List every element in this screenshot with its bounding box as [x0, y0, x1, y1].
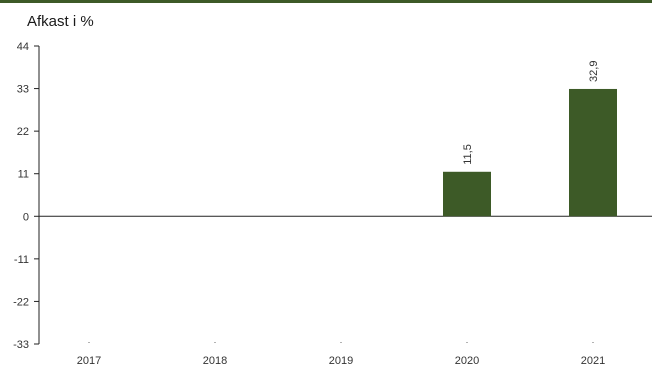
y-tick-label: -22 — [13, 296, 29, 308]
y-tick-label: 33 — [17, 84, 29, 96]
x-tick-label: 2021 — [581, 355, 605, 365]
bar-value-label: 32,9 — [588, 61, 600, 82]
y-tick-label: -11 — [14, 254, 29, 266]
x-tick-label: 2019 — [329, 355, 353, 365]
bars: 11,5 32,9 — [443, 61, 617, 217]
y-tick-label: 0 — [23, 211, 29, 223]
y-tick-label: -33 — [13, 339, 29, 351]
top-accent-rule — [0, 0, 652, 3]
bar — [443, 171, 491, 217]
y-tick-label: 11 — [18, 169, 29, 181]
x-axis: 2017 2018 2019 2020 2021 — [39, 215, 652, 365]
x-tick-label: 2018 — [203, 355, 227, 365]
bar — [569, 88, 617, 217]
chart-title: Afkast i % — [27, 13, 94, 30]
x-tick-label: 2017 — [77, 355, 101, 365]
y-axis: 44 33 22 11 0 -11 -22 -33 — [13, 41, 40, 351]
bar-value-label: 11,5 — [462, 144, 474, 165]
y-tick-label: 22 — [17, 126, 29, 138]
x-tick-label: 2020 — [455, 355, 479, 365]
y-tick-label: 44 — [17, 41, 29, 53]
